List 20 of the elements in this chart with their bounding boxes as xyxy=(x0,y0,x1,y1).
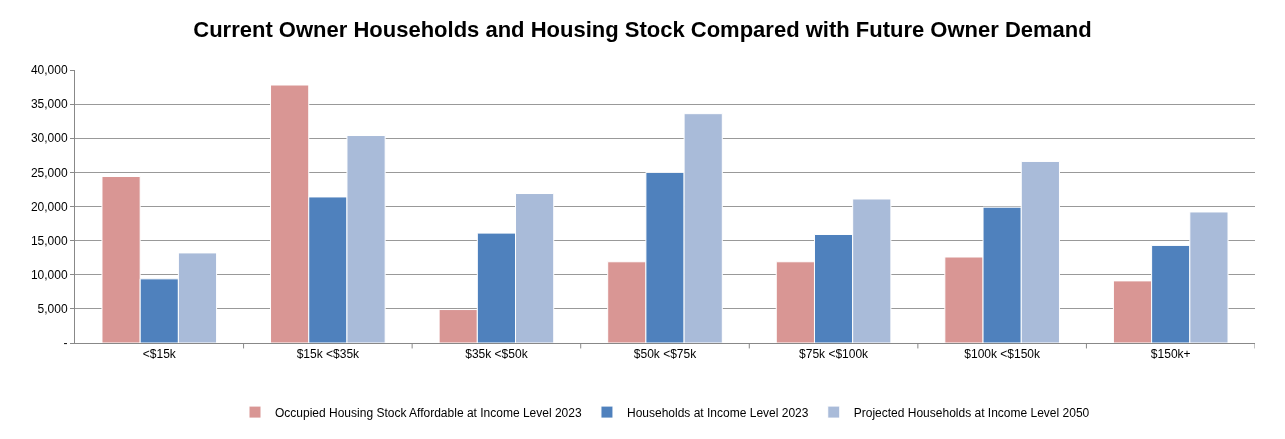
y-tick-label: 5,000 xyxy=(37,302,68,317)
x-tick-label: $100k <$150k xyxy=(964,347,1042,362)
x-tick-label: $35k <$50k xyxy=(465,347,529,362)
chart-title: Current Owner Households and Housing Stock Compared with Future Owner Demand xyxy=(193,17,1092,43)
x-tick-label: <$15k xyxy=(142,347,177,362)
x-tick-label: $150k+ xyxy=(1150,347,1191,362)
legend-label: Occupied Housing Stock Affordable at Income Level 2023 xyxy=(275,405,582,420)
y-tick-label: 15,000 xyxy=(30,233,68,248)
y-tick-label: 10,000 xyxy=(30,267,68,282)
y-tick-label: 35,000 xyxy=(30,97,68,112)
y-tick-label: 30,000 xyxy=(30,131,68,146)
y-tick-label: 25,000 xyxy=(30,165,68,180)
x-tick-label: $15k <$35k xyxy=(296,347,361,362)
x-tick-label: $50k <$75k xyxy=(633,347,698,362)
legend-label: Households at Income Level 2023 xyxy=(626,405,809,420)
y-tick-label: - xyxy=(63,336,68,351)
legend-label: Projected Households at Income Level 2050 xyxy=(853,405,1090,420)
y-tick-label: 20,000 xyxy=(30,199,68,214)
y-tick-label: 40,000 xyxy=(30,63,68,78)
x-tick-label: $75k <$100k xyxy=(799,347,870,362)
